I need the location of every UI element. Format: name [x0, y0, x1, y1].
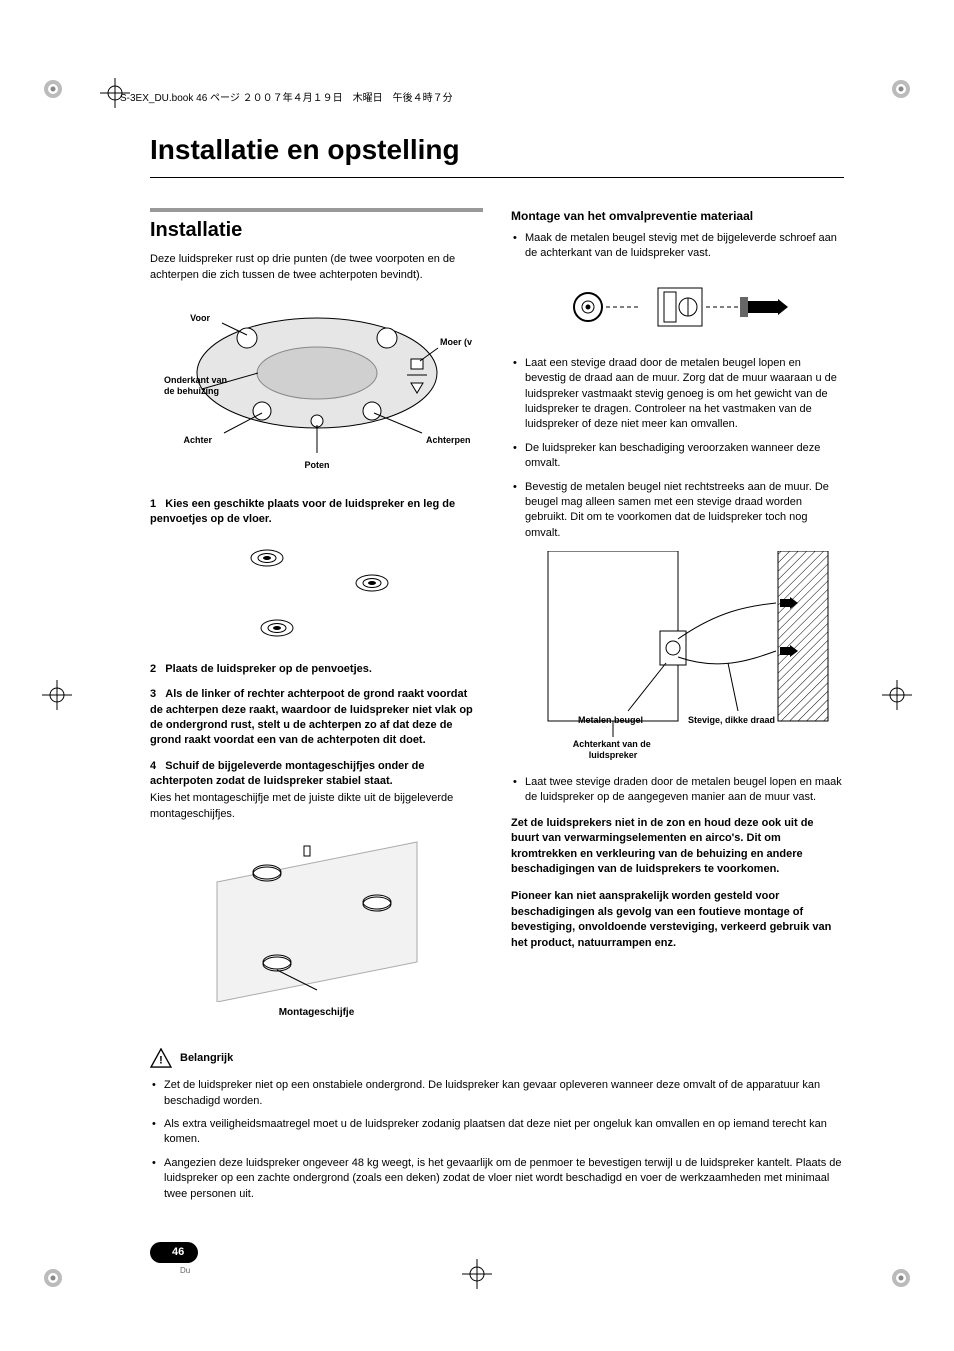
important-notes: Zet de luidspreker niet op een onstabiel… [150, 1078, 844, 1202]
lang-code: Du [180, 1265, 844, 1276]
step-num: 3 [150, 688, 156, 700]
label-achterkant: Achterkant van de luidspreker [572, 739, 653, 760]
bullet-list-b: Laat een stevige draad door de metalen b… [511, 356, 844, 541]
label-achter: Achter [183, 435, 212, 445]
page-footer: 46 Du [150, 1242, 844, 1277]
figure-montageschijfje: Montageschijfje [150, 832, 483, 1020]
important-label: Belangrijk [180, 1051, 233, 1066]
print-header-line: S-3EX_DU.book 46 ページ ２００７年４月１９日 木曜日 午後４時… [120, 92, 453, 106]
content: Installatie en opstelling Installatie De… [150, 130, 844, 1277]
list-item: Laat een stevige draad door de metalen b… [525, 356, 844, 433]
list-item: Zet de luidspreker niet op een onstabiel… [164, 1078, 844, 1109]
bullet-list-c: Laat twee stevige draden door de metalen… [511, 775, 844, 806]
label-beugel: Metalen beugel [578, 715, 643, 725]
step-head: Plaats de luidspreker op de penvoetjes. [165, 663, 372, 675]
bullet-list-a: Maak de metalen beugel stevig met de bij… [511, 231, 844, 262]
important-heading: ! Belangrijk [150, 1048, 844, 1068]
list-item: De luidspreker kan beschadiging veroorza… [525, 441, 844, 472]
svg-text:!: ! [159, 1055, 163, 1067]
chapter-title: Installatie en opstelling [150, 130, 844, 169]
label-moer: Moer (voor pen) [440, 337, 472, 347]
list-item: Aangezien deze luidspreker ongeveer 48 k… [164, 1156, 844, 1202]
figure-caption: Montageschijfje [150, 1006, 483, 1020]
crop-mark-tl [42, 78, 64, 100]
label-achterpen: Achterpen [426, 435, 471, 445]
step-num: 4 [150, 760, 156, 772]
register-mark-icon [882, 680, 912, 710]
step-body: Kies het montageschijfje met de juiste d… [150, 791, 483, 822]
crop-mark-br [890, 1267, 912, 1289]
crop-mark-bl [42, 1267, 64, 1289]
step-head: Schuif de bijgeleverde montageschijfjes … [150, 760, 424, 787]
label-voor: Voor [190, 313, 210, 323]
two-column-layout: Installatie Deze luidspreker rust op dri… [150, 208, 844, 1034]
step-num: 1 [150, 498, 156, 510]
step-4: 4 Schuif de bijgeleverde montageschijfje… [150, 759, 483, 823]
register-mark-icon [42, 680, 72, 710]
list-item: Als extra veiligheidsmaatregel moet u de… [164, 1117, 844, 1148]
subhead-omval: Montage van het omvalpreventie materiaal [511, 208, 844, 225]
chapter-rule [150, 177, 844, 178]
list-item: Bevestig de metalen beugel niet rechtstr… [525, 480, 844, 542]
step-2: 2 Plaats de luidspreker op de penvoetjes… [150, 662, 483, 677]
step-head: Kies een geschikte plaats voor de luidsp… [150, 498, 455, 525]
page-number-badge: 46 [150, 1242, 198, 1263]
warning-paragraph-2: Pioneer kan niet aansprakelijk worden ge… [511, 889, 844, 951]
figure-base-plate: Voor Moer (voor pen) Onderkant van de be… [150, 293, 483, 483]
warning-paragraph-1: Zet de luidsprekers niet in de zon en ho… [511, 816, 844, 878]
crop-mark-tr [890, 78, 912, 100]
page: S-3EX_DU.book 46 ページ ２００７年４月１９日 木曜日 午後４時… [0, 0, 954, 1337]
step-1: 1 Kies een geschikte plaats voor de luid… [150, 497, 483, 528]
label-poten: Poten [304, 460, 329, 470]
step-num: 2 [150, 663, 156, 675]
label-draad: Stevige, dikke draad [688, 715, 775, 725]
left-column: Installatie Deze luidspreker rust op dri… [150, 208, 483, 1034]
figure-bracket-hardware [511, 272, 844, 342]
warning-icon: ! [150, 1048, 172, 1068]
list-item: Maak de metalen beugel stevig met de bij… [525, 231, 844, 262]
section-title: Installatie [150, 208, 483, 244]
intro-paragraph: Deze luidspreker rust op drie punten (de… [150, 252, 483, 283]
step-head: Als de linker of rechter achterpoot de g… [150, 688, 473, 746]
right-column: Montage van het omvalpreventie materiaal… [511, 208, 844, 1034]
figure-penvoetjes [150, 538, 483, 648]
list-item: Laat twee stevige draden door de metalen… [525, 775, 844, 806]
figure-wall-anchor: Metalen beugel Stevige, dikke draad Acht… [511, 551, 844, 761]
step-3: 3 Als de linker of rechter achterpoot de… [150, 687, 483, 749]
register-mark-icon [462, 1259, 492, 1289]
